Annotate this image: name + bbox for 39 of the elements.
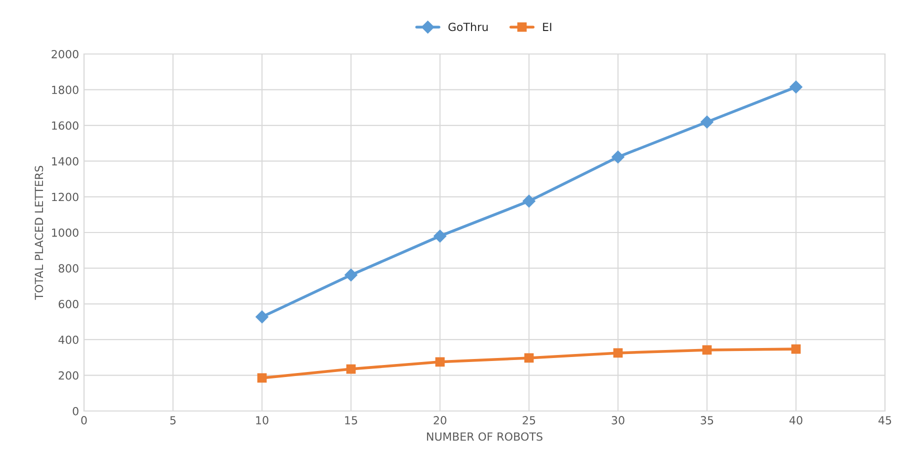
point bbox=[257, 373, 267, 383]
legend-label: GoThru bbox=[448, 22, 488, 32]
point bbox=[613, 348, 623, 358]
point bbox=[344, 268, 358, 282]
point bbox=[346, 364, 356, 374]
y-tick-label: 1800 bbox=[52, 86, 78, 94]
point bbox=[790, 80, 802, 94]
point bbox=[791, 344, 801, 354]
x-tick-label: 40 bbox=[789, 416, 802, 424]
x-tick-label: 5 bbox=[170, 416, 176, 424]
legend-label: EI bbox=[543, 22, 552, 31]
x-tick-label: 30 bbox=[612, 416, 624, 424]
y-tick-label: 400 bbox=[58, 336, 78, 344]
y-tick-label: 200 bbox=[58, 371, 78, 380]
x-tick-label: 10 bbox=[256, 416, 268, 424]
point bbox=[522, 194, 536, 208]
y-tick-label: 600 bbox=[58, 300, 78, 308]
y-tick-label: 1200 bbox=[52, 192, 78, 202]
x-tick-label: 15 bbox=[345, 416, 358, 424]
y-axis-title: TOTAL PLACED LETTERS bbox=[34, 166, 44, 300]
x-tick-label: 25 bbox=[522, 416, 536, 424]
y-tick-label: 0 bbox=[72, 406, 78, 416]
point bbox=[524, 353, 534, 363]
point bbox=[702, 345, 712, 355]
x-tick-label: 20 bbox=[434, 416, 446, 424]
y-tick-label: 800 bbox=[58, 264, 78, 273]
point bbox=[435, 357, 445, 367]
point bbox=[256, 310, 268, 324]
point bbox=[612, 150, 624, 164]
point bbox=[434, 230, 446, 242]
x-tick-label: 45 bbox=[878, 416, 892, 424]
y-tick-label: 1600 bbox=[52, 121, 78, 130]
y-tick-label: 1400 bbox=[52, 157, 78, 166]
x-tick-label: 0 bbox=[81, 416, 87, 424]
point bbox=[700, 116, 714, 128]
x-tick-label: 35 bbox=[700, 416, 714, 424]
x-axis-title: NUMBER OF ROBOTS bbox=[427, 432, 542, 441]
y-tick-label: 2000 bbox=[52, 50, 78, 58]
y-tick-label: 1000 bbox=[52, 228, 78, 237]
